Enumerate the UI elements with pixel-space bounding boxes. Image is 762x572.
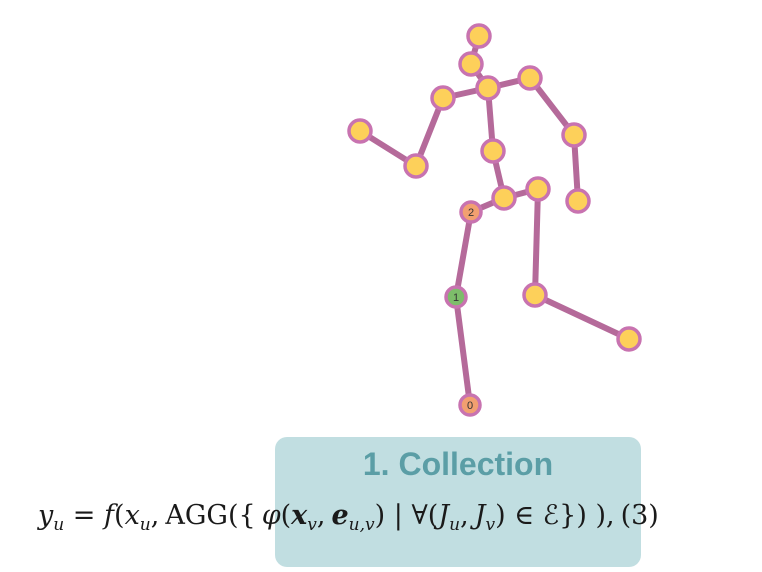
formula-forall: ∀ bbox=[411, 500, 428, 531]
joint-left-elbow bbox=[403, 153, 429, 179]
formula-comma2: , bbox=[316, 500, 326, 531]
formula-xv: x bbox=[291, 500, 308, 531]
formula-e-sub: u,v bbox=[348, 515, 375, 535]
formula-f: f bbox=[104, 500, 115, 531]
joint-right-elbow bbox=[561, 122, 587, 148]
joint-right-hip bbox=[525, 176, 551, 202]
formula-agg: AGG bbox=[165, 500, 228, 531]
joint-left-foot: 0 bbox=[458, 393, 482, 417]
formula-agg-open: ({ bbox=[227, 500, 256, 531]
joint-neck bbox=[475, 75, 501, 101]
joint-right-foot bbox=[616, 326, 642, 352]
caption-panel bbox=[275, 437, 641, 567]
joint-left-knee: 1 bbox=[444, 285, 468, 309]
formula-in: ∈ bbox=[505, 500, 543, 531]
skeleton-joints: 2 1 0 bbox=[347, 23, 642, 417]
joint-left-hip: 2 bbox=[459, 200, 483, 224]
formula-x: x bbox=[124, 500, 140, 531]
formula-pair-close: ) bbox=[495, 500, 506, 531]
formula-set: ℰ bbox=[542, 500, 560, 531]
joint-label-left-hip: 2 bbox=[468, 207, 474, 219]
formula-jv-sub: v bbox=[485, 515, 496, 535]
joint-head-top bbox=[466, 23, 492, 49]
bone-right-knee-right-foot bbox=[532, 292, 632, 342]
joint-label-left-foot: 0 bbox=[467, 400, 473, 412]
joint-left-shoulder bbox=[430, 85, 456, 111]
joint-right-shoulder bbox=[517, 65, 543, 91]
bone-left-knee-left-foot bbox=[453, 294, 473, 408]
formula-lhs-sub: u bbox=[53, 515, 65, 535]
formula-bar: | bbox=[385, 500, 412, 531]
joint-pelvis bbox=[491, 185, 517, 211]
formula-phi-close: ) bbox=[374, 500, 386, 531]
formula-eq: = bbox=[64, 500, 105, 531]
joint-spine bbox=[480, 138, 506, 164]
joint-head bbox=[458, 51, 484, 77]
formula-close: ), bbox=[586, 500, 615, 531]
formula-ju-sub: u bbox=[449, 515, 461, 535]
formula-agg-close: }) bbox=[559, 500, 587, 531]
equation-number: (3) bbox=[620, 500, 659, 531]
formula-xv-sub: v bbox=[307, 515, 317, 535]
bone-right-hip-right-knee bbox=[532, 186, 541, 298]
joint-label-left-knee: 1 bbox=[453, 292, 459, 304]
formula-open: ( bbox=[114, 500, 125, 531]
aggregation-formula: yu = f(xu, AGG({φ(xv, eu,v) | ∀(Ju, Jv) ∈ ℰ… bbox=[38, 500, 659, 535]
formula-x-sub: u bbox=[139, 515, 151, 535]
formula-phi-open: ( bbox=[280, 500, 292, 531]
joint-right-knee bbox=[522, 282, 548, 308]
formula-comma3: , bbox=[460, 500, 469, 531]
joint-left-hand bbox=[347, 118, 373, 144]
formula-ju: J bbox=[438, 500, 450, 531]
formula-pair-open: ( bbox=[427, 500, 439, 531]
bone-left-hip-left-knee bbox=[453, 209, 474, 300]
formula-comma: , bbox=[150, 500, 160, 531]
formula-lhs: y bbox=[38, 500, 54, 531]
formula-e: e bbox=[331, 500, 349, 531]
caption-title: 1. Collection bbox=[362, 446, 554, 482]
joint-right-hand bbox=[565, 188, 591, 214]
formula-jv: J bbox=[474, 500, 486, 531]
formula-phi: φ bbox=[261, 500, 281, 531]
